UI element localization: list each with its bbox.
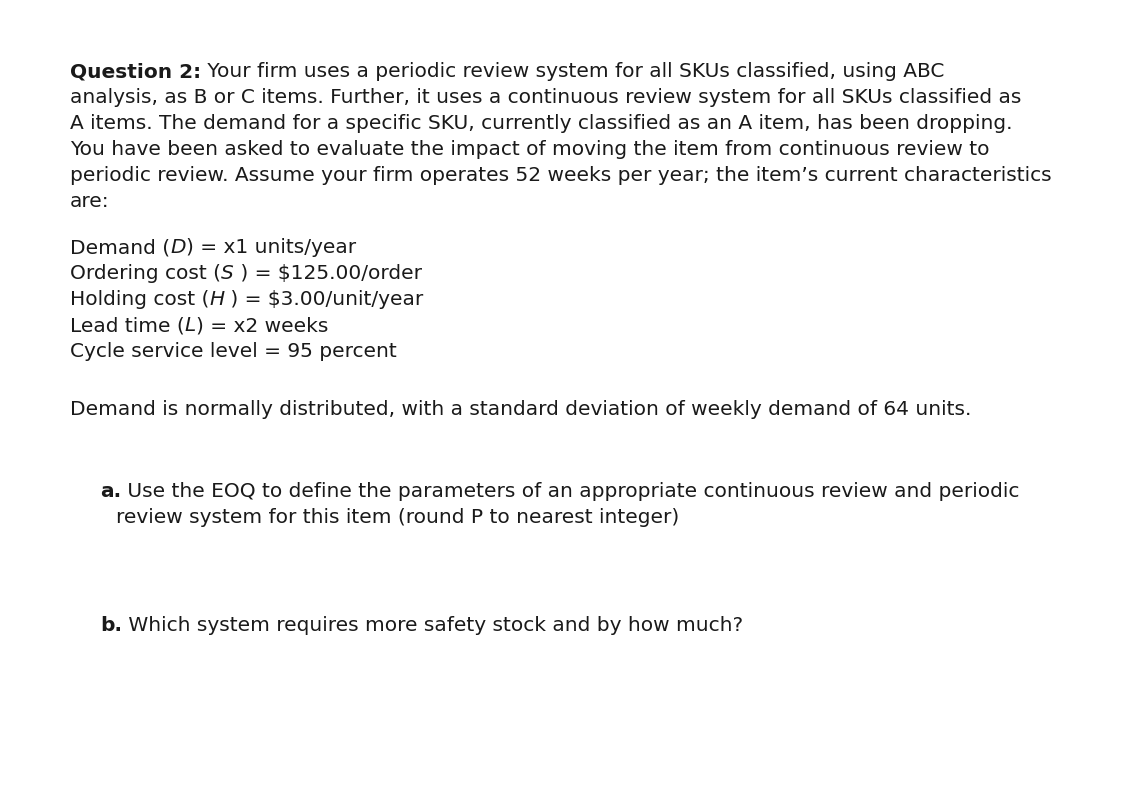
Text: Which system requires more safety stock and by how much?: Which system requires more safety stock … xyxy=(122,616,744,635)
Text: Lead time (: Lead time ( xyxy=(70,316,184,335)
Text: ) = x1 units/year: ) = x1 units/year xyxy=(186,238,356,257)
Text: A items. The demand for a specific SKU, currently classified as an A item, has b: A items. The demand for a specific SKU, … xyxy=(70,114,1013,133)
Text: periodic review. Assume your firm operates 52 weeks per year; the item’s current: periodic review. Assume your firm operat… xyxy=(70,166,1052,185)
Text: ) = $3.00/unit/year: ) = $3.00/unit/year xyxy=(225,290,424,309)
Text: L: L xyxy=(184,316,196,335)
Text: are:: are: xyxy=(70,192,109,211)
Text: Demand is normally distributed, with a standard deviation of weekly demand of 64: Demand is normally distributed, with a s… xyxy=(70,400,971,419)
Text: Use the EOQ to define the parameters of an appropriate continuous review and per: Use the EOQ to define the parameters of … xyxy=(122,482,1019,501)
Text: Ordering cost (: Ordering cost ( xyxy=(70,264,220,283)
Text: b.: b. xyxy=(100,616,122,635)
Text: Your firm uses a periodic review system for all SKUs classified, using ABC: Your firm uses a periodic review system … xyxy=(201,62,945,81)
Text: Holding cost (: Holding cost ( xyxy=(70,290,209,309)
Text: Demand (: Demand ( xyxy=(70,238,170,257)
Text: ) = $125.00/order: ) = $125.00/order xyxy=(234,264,422,283)
Text: S: S xyxy=(220,264,234,283)
Text: review system for this item (round P to nearest integer): review system for this item (round P to … xyxy=(116,508,680,527)
Text: ) = x2 weeks: ) = x2 weeks xyxy=(196,316,328,335)
Text: D: D xyxy=(170,238,186,257)
Text: H: H xyxy=(209,290,225,309)
Text: analysis, as B or C items. Further, it uses a continuous review system for all S: analysis, as B or C items. Further, it u… xyxy=(70,88,1022,107)
Text: Cycle service level = 95 percent: Cycle service level = 95 percent xyxy=(70,342,397,361)
Text: You have been asked to evaluate the impact of moving the item from continuous re: You have been asked to evaluate the impa… xyxy=(70,140,990,159)
Text: a.: a. xyxy=(100,482,122,501)
Text: Question 2:: Question 2: xyxy=(70,62,201,81)
